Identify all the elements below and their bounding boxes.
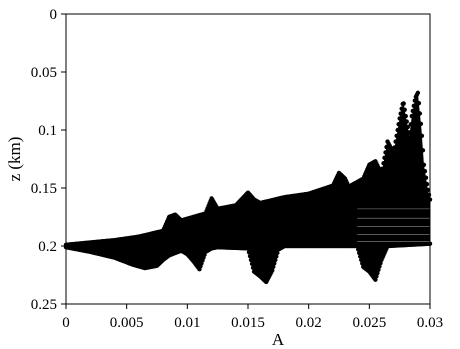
scatter-point xyxy=(246,249,252,255)
scatter-point xyxy=(356,247,361,252)
x-tick-label: 0.005 xyxy=(110,315,144,331)
scatter-point xyxy=(422,169,428,174)
scatter-point xyxy=(248,257,254,263)
scatter-point xyxy=(247,253,253,259)
scatter-point xyxy=(360,261,365,266)
x-axis-title: A xyxy=(272,330,285,349)
y-tick-label: 0 xyxy=(50,7,58,23)
y-tick-label: 0.25 xyxy=(31,297,57,313)
scatter-point xyxy=(397,116,402,121)
scatter-point xyxy=(358,254,363,259)
x-axis: 0 0.005 0.01 0.015 0.02 0.025 0.03 xyxy=(62,304,443,331)
scatter-point xyxy=(403,113,408,119)
x-tick-label: 0.025 xyxy=(352,315,386,331)
scatter-point xyxy=(380,166,385,171)
scatter-point xyxy=(379,171,384,177)
scatter-point xyxy=(401,101,406,106)
scatter-point xyxy=(421,162,427,167)
scatter-point xyxy=(391,151,396,156)
x-tick-label: 0.02 xyxy=(296,315,322,331)
scatter-point xyxy=(420,148,426,153)
scatter-point xyxy=(393,139,398,144)
plot-area xyxy=(63,90,433,285)
scatter-point xyxy=(409,113,414,119)
y-tick-label: 0.2 xyxy=(38,239,57,255)
scatter-point xyxy=(275,250,280,256)
scatter-point xyxy=(394,133,399,138)
scatter-point xyxy=(402,107,407,113)
scatter-point xyxy=(381,161,386,166)
scatter-point xyxy=(272,261,277,266)
scatter-point xyxy=(270,268,275,273)
x-tick-label: 0 xyxy=(62,315,70,331)
scatter-point xyxy=(357,250,362,256)
scatter-point xyxy=(423,175,429,180)
scatter-point xyxy=(418,121,424,127)
scatter-point xyxy=(250,265,256,270)
scatter-point xyxy=(407,130,412,135)
x-tick-label: 0.03 xyxy=(417,315,443,331)
scatter-point xyxy=(410,108,416,114)
scatter-point xyxy=(404,119,409,124)
scatter-point xyxy=(245,246,251,251)
upper-edge-points xyxy=(63,90,433,248)
scatter-point xyxy=(405,124,410,130)
scatter-point xyxy=(408,122,413,127)
scatter-point xyxy=(416,100,422,106)
scatter-point xyxy=(383,150,388,155)
scatter-point xyxy=(249,261,255,266)
x-tick-label: 0.01 xyxy=(174,315,200,331)
scatter-point xyxy=(425,187,431,193)
scatter-point xyxy=(417,111,423,116)
scatter-point xyxy=(359,257,364,263)
scatter-point xyxy=(419,133,425,138)
scatter-point xyxy=(382,155,387,161)
scatter-point xyxy=(396,122,401,127)
scatter-point xyxy=(411,103,417,108)
scatter-point xyxy=(415,90,421,96)
scatter-point xyxy=(398,111,403,116)
scatter-point xyxy=(412,98,418,103)
scatter-point xyxy=(274,254,279,259)
scatter-point xyxy=(392,145,397,150)
y-tick-label: 0.1 xyxy=(38,123,57,139)
scatter-point xyxy=(355,243,360,249)
scatter-point xyxy=(395,127,400,133)
scatter-point xyxy=(424,181,430,187)
lower-edge-points xyxy=(63,241,433,285)
y-axis-title: z (km) xyxy=(5,137,24,182)
band-striations xyxy=(357,208,430,242)
scatter-point xyxy=(426,192,432,197)
y-axis: 0 0.05 0.1 0.15 0.2 0.25 xyxy=(31,7,66,313)
scatter-point xyxy=(271,264,276,270)
y-tick-label: 0.15 xyxy=(31,181,57,197)
y-tick-label: 0.05 xyxy=(31,65,57,81)
scatter-point xyxy=(273,257,278,263)
scatter-cloud xyxy=(66,92,430,282)
x-tick-label: 0.015 xyxy=(231,315,265,331)
